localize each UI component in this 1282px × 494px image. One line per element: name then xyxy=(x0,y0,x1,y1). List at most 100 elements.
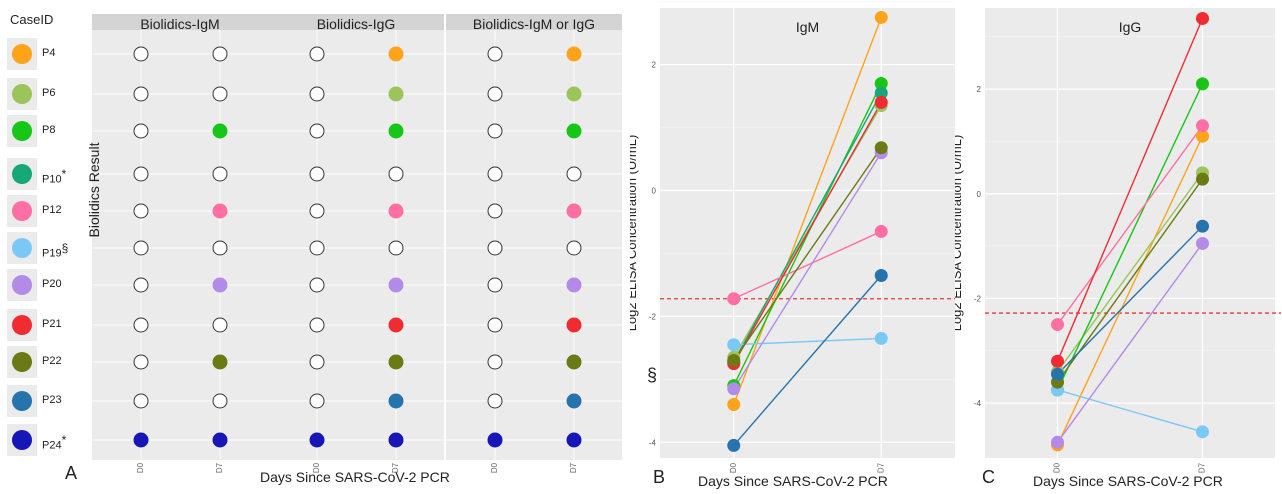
result-point xyxy=(487,203,503,219)
igg-series-line xyxy=(1056,135,1204,446)
result-point xyxy=(487,86,503,102)
igg-point xyxy=(1196,219,1209,233)
result-point xyxy=(133,393,149,409)
igm-series-line xyxy=(733,230,882,300)
igm-point xyxy=(727,382,741,396)
legend-swatch xyxy=(12,164,32,184)
result-point xyxy=(133,86,149,102)
igm-series-line xyxy=(733,275,882,446)
igg-point xyxy=(1196,172,1209,186)
igm-point xyxy=(874,77,888,91)
legend: CaseID P4 P6 P8 P10* P12 P19§ P20 P21 P22 P23 P24* xyxy=(0,0,95,494)
result-point xyxy=(487,240,503,256)
legend-item: P23 xyxy=(0,383,90,419)
legend-swatch-box xyxy=(7,424,37,456)
result-point xyxy=(133,277,149,293)
legend-item: P21 xyxy=(0,307,90,343)
result-point xyxy=(212,166,228,182)
igg-point xyxy=(1196,11,1209,25)
igg-point xyxy=(1196,236,1209,250)
result-point xyxy=(309,123,325,139)
result-point xyxy=(133,203,149,219)
igg-series-line xyxy=(1056,243,1204,443)
legend-swatch-box xyxy=(7,346,37,378)
igm-y-tick-label: -4 xyxy=(649,438,657,447)
facet-panel xyxy=(268,30,444,460)
result-point xyxy=(212,432,228,448)
igm-y-tick-label: 0 xyxy=(652,187,657,196)
result-point xyxy=(487,393,503,409)
result-point xyxy=(309,354,325,370)
panel-c: -4 -2 0 2 IgG D0 D7 Log2 ELISA Concentration (U… xyxy=(955,0,1282,494)
igm-point xyxy=(874,10,888,24)
facet-title: Biolidics-IgM or IgG xyxy=(473,16,595,32)
legend-item: P20 xyxy=(0,267,90,303)
legend-swatch xyxy=(12,315,32,335)
panel-c-chart: -4 -2 0 2 IgG D0 D7 Log2 ELISA Concentration (U… xyxy=(955,8,1281,473)
igg-series-line xyxy=(1057,389,1203,433)
result-point xyxy=(487,166,503,182)
igm-x-tick-label: D0 xyxy=(729,462,738,473)
result-point xyxy=(566,240,582,256)
panel-b-chart: -4 -2 0 2 IgM D0 D7 Log2 ELISA Concentration (U… xyxy=(630,1,955,473)
facet-panel xyxy=(92,30,268,460)
result-point xyxy=(487,354,503,370)
igg-series-line xyxy=(1056,18,1204,362)
legend-swatch-box xyxy=(7,115,37,147)
igg-y-tick-label: 0 xyxy=(977,190,982,199)
igm-point xyxy=(727,292,741,306)
result-point xyxy=(566,46,582,62)
result-point xyxy=(487,277,503,293)
igm-point xyxy=(874,141,888,155)
legend-label: P6 xyxy=(42,87,56,99)
result-point xyxy=(212,240,228,256)
legend-label: P12 xyxy=(42,204,62,216)
igg-x-tick-label: D7 xyxy=(1198,462,1207,473)
legend-label: P24* xyxy=(42,433,67,452)
igg-ylabel: Log2 ELISA Concentration (U/mL) xyxy=(955,135,964,332)
result-point xyxy=(388,317,404,333)
result-point xyxy=(566,277,582,293)
result-point xyxy=(212,203,228,219)
igg-y-tick-label: -2 xyxy=(974,294,982,303)
result-point xyxy=(309,46,325,62)
legend-swatch xyxy=(12,430,32,450)
x-tick-label: D0 xyxy=(312,462,321,473)
x-tick-label: D7 xyxy=(215,462,224,473)
result-point xyxy=(212,86,228,102)
legend-swatch-box xyxy=(7,269,37,301)
igg-point xyxy=(1051,367,1064,381)
legend-swatch xyxy=(12,238,32,258)
result-point xyxy=(133,46,149,62)
panel-c-letter: C xyxy=(982,467,995,487)
igg-y-tick-label: -4 xyxy=(974,399,982,408)
result-point xyxy=(133,123,149,139)
legend-item: P8 xyxy=(0,113,90,149)
igm-x-tick-label: D7 xyxy=(876,462,885,473)
result-point xyxy=(388,354,404,370)
igm-ylabel: Log2 ELISA Concentration (U/mL) xyxy=(630,135,639,332)
igg-point xyxy=(1196,77,1209,91)
legend-swatch xyxy=(12,201,32,221)
legend-swatch-box xyxy=(7,309,37,341)
result-point xyxy=(212,317,228,333)
igm-series-line xyxy=(733,105,882,358)
result-point xyxy=(309,166,325,182)
facet-strip xyxy=(268,14,444,32)
igm-point xyxy=(874,86,888,100)
result-point xyxy=(487,432,503,448)
igm-y-tick-label: 2 xyxy=(652,61,657,70)
igm-point xyxy=(727,338,741,352)
legend-swatch xyxy=(12,44,32,64)
result-point xyxy=(212,393,228,409)
legend-swatch xyxy=(12,275,32,295)
panel-a-xlabel: Days Since SARS-CoV-2 PCR xyxy=(260,469,450,485)
panel-c-xlabel: Days Since SARS-CoV-2 PCR xyxy=(1033,473,1223,489)
igg-series-line xyxy=(1056,178,1204,383)
result-point xyxy=(212,123,228,139)
result-point xyxy=(212,277,228,293)
facet-strip xyxy=(92,14,268,32)
panel-b-letter: B xyxy=(653,467,666,487)
facet-panel xyxy=(446,30,622,460)
result-point xyxy=(212,354,228,370)
